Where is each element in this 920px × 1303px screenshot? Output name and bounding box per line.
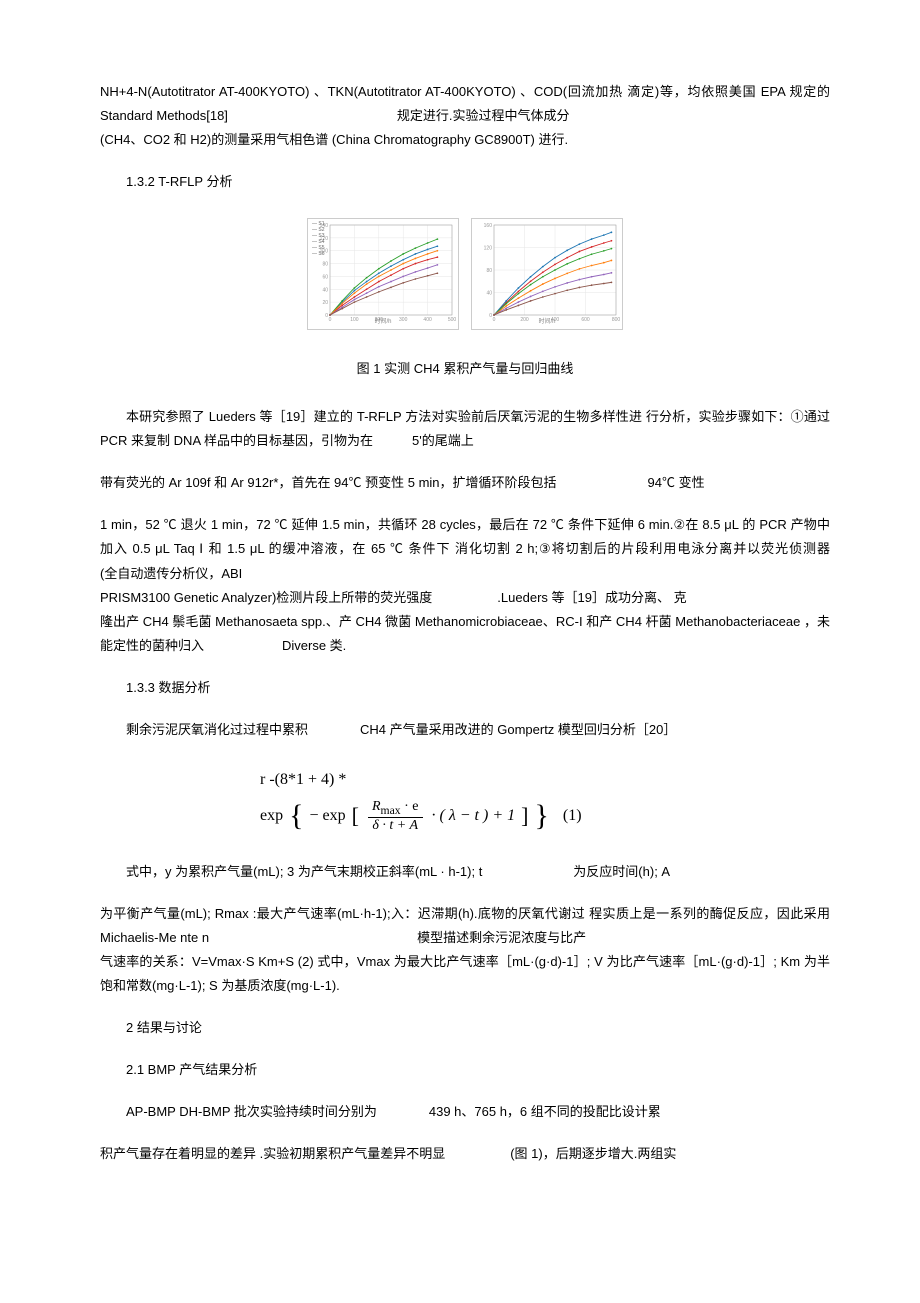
section-heading-trflp: 1.3.2 T-RFLP 分析	[100, 170, 830, 194]
equation-1: r -(8*1 + 4) * exp { − exp [ Rmax · e δ …	[260, 766, 830, 834]
section-heading-bmp: 2.1 BMP 产气结果分析	[100, 1058, 830, 1082]
chart-left-svg: 0204060801001201400100200300400500	[308, 219, 458, 329]
chart-left-legend: — S1— S2— S3— S4— S5— S6	[312, 221, 325, 257]
paragraph-bmp-2: 积产气量存在着明显的差异 .实验初期累积产气量差异不明显 (图 1)，后期逐步增…	[100, 1142, 830, 1166]
text-line: 带有荧光的 Ar 109f 和 Ar 912r*，首先在 94℃ 预变性 5 m…	[100, 475, 705, 490]
formula-tail: · ( λ − t ) + 1	[432, 802, 516, 831]
paragraph-gompertz: 剩余污泥厌氧消化过过程中累积 CH4 产气量采用改进的 Gompertz 模型回…	[100, 718, 830, 742]
equation-1-line1: r -(8*1 + 4) *	[260, 766, 830, 795]
svg-text:20: 20	[322, 300, 328, 306]
bracket-close-icon: ]	[521, 805, 528, 827]
svg-text:40: 40	[486, 291, 492, 297]
svg-text:120: 120	[484, 246, 493, 252]
chart-right-xlabel: 时间/h	[538, 317, 555, 328]
svg-text:80: 80	[486, 268, 492, 274]
chart-right-svg: 040801201600200400600800	[472, 219, 622, 329]
chart-left: 0204060801001201400100200300400500 — S1—…	[307, 218, 459, 330]
svg-text:60: 60	[322, 275, 328, 281]
svg-text:400: 400	[423, 317, 432, 323]
text-line: 式中，y 为累积产气量(mL); 3 为产气末期校正斜率(mL · h-1); …	[126, 864, 670, 879]
section-heading-results: 2 结果与讨论	[100, 1016, 830, 1040]
svg-text:0: 0	[493, 317, 496, 323]
text-line: 气速率的关系：V=Vmax·S Km+S (2) 式中，Vmax 为最大比产气速…	[100, 954, 830, 993]
formula-fraction: Rmax · e δ · t + A	[368, 799, 423, 834]
svg-text:500: 500	[448, 317, 457, 323]
equation-1-line2: exp { − exp [ Rmax · e δ · t + A · ( λ −…	[260, 799, 830, 834]
paragraph-trflp-5: 隆出产 CH4 鬃毛菌 Methanosaeta spp.、产 CH4 微菌 M…	[100, 610, 830, 658]
svg-text:160: 160	[484, 223, 493, 229]
chart-left-xlabel: 时间/h	[374, 317, 391, 328]
svg-text:80: 80	[322, 262, 328, 268]
figure-1: 0204060801001201400100200300400500 — S1—…	[100, 218, 830, 337]
brace-open-icon: {	[289, 801, 303, 831]
bracket-open-icon: [	[352, 805, 359, 827]
svg-text:200: 200	[520, 317, 529, 323]
text-line: (CH4、CO2 和 H2)的测量采用气相色谱 (China Chromatog…	[100, 132, 568, 147]
paragraph-bmp-1: AP-BMP DH-BMP 批次实验持续时间分别为 439 h、765 h，6 …	[100, 1100, 830, 1124]
figure-1-caption: 图 1 实测 CH4 累积产气量与回归曲线	[100, 357, 830, 381]
formula-denominator: δ · t + A	[368, 818, 422, 833]
paragraph-trflp-1: 本研究参照了 Lueders 等［19］建立的 T-RFLP 方法对实验前后厌氧…	[100, 405, 830, 453]
svg-text:100: 100	[350, 317, 359, 323]
equation-number: (1)	[563, 802, 582, 831]
text-line: NH+4-N(Autotitrator AT-400KYOTO) 、TKN(Au…	[100, 84, 830, 123]
formula-numerator: Rmax · e	[368, 799, 423, 819]
svg-text:0: 0	[329, 317, 332, 323]
paragraph-trflp-3: 1 min，52 ℃ 退火 1 min，72 ℃ 延伸 1.5 min，共循环 …	[100, 513, 830, 585]
text-line: 隆出产 CH4 鬃毛菌 Methanosaeta spp.、产 CH4 微菌 M…	[100, 614, 830, 653]
paragraph-methods-1: NH+4-N(Autotitrator AT-400KYOTO) 、TKN(Au…	[100, 80, 830, 152]
section-heading-data-analysis: 1.3.3 数据分析	[100, 676, 830, 700]
svg-text:40: 40	[322, 287, 328, 293]
paragraph-eq-explain-2: 为平衡产气量(mL); Rmax :最大产气速率(mL·h-1);入：迟滞期(h…	[100, 902, 830, 950]
text-line: 1 min，52 ℃ 退火 1 min，72 ℃ 延伸 1.5 min，共循环 …	[100, 517, 920, 580]
svg-text:800: 800	[612, 317, 621, 323]
svg-text:300: 300	[399, 317, 408, 323]
svg-text:600: 600	[581, 317, 590, 323]
paragraph-eq-explain-3: 气速率的关系：V=Vmax·S Km+S (2) 式中，Vmax 为最大比产气速…	[100, 950, 830, 998]
formula-exp-outer: exp	[260, 802, 283, 831]
paragraph-eq-explain-1: 式中，y 为累积产气量(mL); 3 为产气末期校正斜率(mL · h-1); …	[100, 860, 830, 884]
text-line: 为平衡产气量(mL); Rmax :最大产气速率(mL·h-1);入：迟滞期(h…	[100, 906, 830, 945]
text-line: 本研究参照了 Lueders 等［19］建立的 T-RFLP 方法对实验前后厌氧…	[100, 409, 920, 448]
figure-1-charts: 0204060801001201400100200300400500 — S1—…	[307, 218, 623, 330]
brace-close-icon: }	[534, 801, 548, 831]
paragraph-trflp-4: PRISM3100 Genetic Analyzer)检测片段上所带的荧光强度 …	[100, 586, 830, 610]
chart-right: 040801201600200400600800 时间/h	[471, 218, 623, 330]
formula-exp-inner: − exp	[310, 802, 346, 831]
paragraph-trflp-2: 带有荧光的 Ar 109f 和 Ar 912r*，首先在 94℃ 预变性 5 m…	[100, 471, 830, 495]
text-line: PRISM3100 Genetic Analyzer)检测片段上所带的荧光强度 …	[100, 590, 687, 605]
